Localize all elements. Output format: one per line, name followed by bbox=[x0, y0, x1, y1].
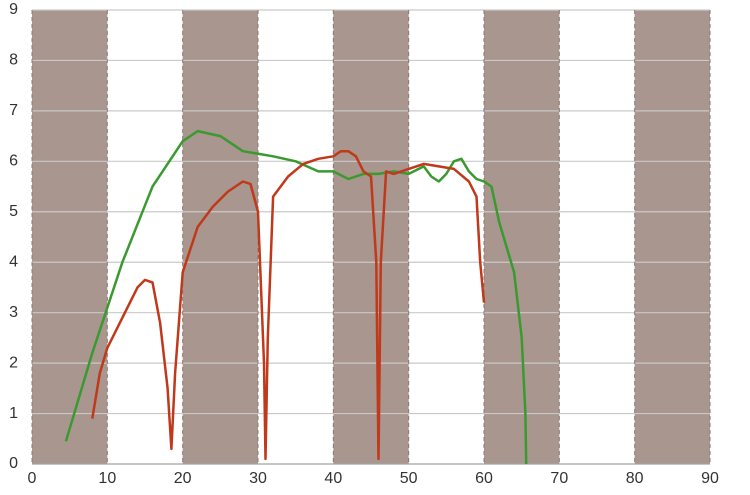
data-line bbox=[64, 129, 528, 465]
band bbox=[634, 10, 710, 464]
y-tick-label: 4 bbox=[9, 253, 18, 270]
band bbox=[484, 10, 560, 464]
y-tick-label: 5 bbox=[9, 203, 18, 220]
y-tick-label: 0 bbox=[9, 455, 18, 472]
x-tick-label: 20 bbox=[174, 470, 192, 487]
y-tick-label: 8 bbox=[9, 52, 18, 69]
band bbox=[333, 10, 409, 464]
y-tick-label: 7 bbox=[9, 102, 18, 119]
data-line bbox=[91, 149, 486, 461]
x-tick-label: 40 bbox=[324, 470, 342, 487]
x-tick-label: 10 bbox=[98, 470, 116, 487]
x-tick-label: 90 bbox=[701, 470, 719, 487]
y-tick-label: 6 bbox=[9, 153, 18, 170]
x-tick-label: 80 bbox=[626, 470, 644, 487]
y-tick-label: 1 bbox=[9, 405, 18, 422]
x-tick-label: 50 bbox=[400, 470, 418, 487]
x-tick-label: 60 bbox=[475, 470, 493, 487]
band bbox=[32, 10, 108, 464]
y-tick-label: 2 bbox=[9, 354, 18, 371]
x-tick-label: 70 bbox=[550, 470, 568, 487]
x-tick-label: 0 bbox=[28, 470, 37, 487]
x-tick-label: 30 bbox=[249, 470, 267, 487]
y-tick-label: 9 bbox=[9, 1, 18, 18]
y-tick-label: 3 bbox=[9, 304, 18, 321]
